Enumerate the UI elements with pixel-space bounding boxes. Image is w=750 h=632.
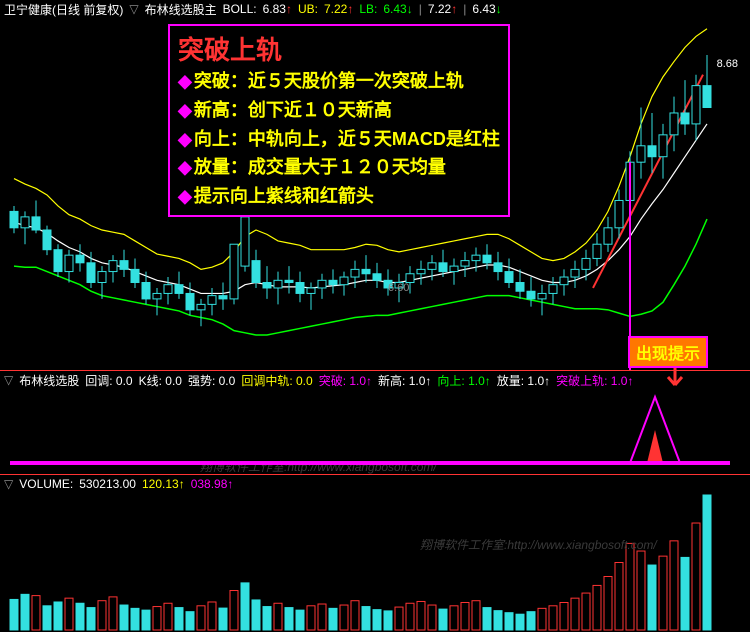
infobox-line: ◆提示向上紫线和红箭头 xyxy=(178,182,500,211)
volume-chart[interactable] xyxy=(0,475,750,632)
price-low-label: 6.60 xyxy=(388,282,409,294)
watermark-text: 翔博软件工作室:http://www.xiangbosoft.com/ xyxy=(420,536,657,553)
signal-item: 强势: 0.0 xyxy=(188,372,235,389)
signal-item: K线: 0.0 xyxy=(139,372,182,389)
infobox-title: 突破上轨 xyxy=(178,30,500,67)
strategy-infobox: 突破上轨◆突破：近５天股价第一次突破上轨◆新高：创下近１０天新高◆向上：中轨向上… xyxy=(168,24,510,217)
arrow-down-icon xyxy=(660,365,690,395)
signal-baseline xyxy=(10,461,730,465)
dropdown-icon[interactable]: ▽ xyxy=(4,373,13,387)
infobox-line: ◆向上：中轨向上，近５天MACD是红柱 xyxy=(178,125,500,154)
signal-callout: 出现提示 xyxy=(628,336,708,368)
signal-item: 回调中轨: 0.0 xyxy=(241,372,312,389)
signal-item: 回调: 0.0 xyxy=(85,372,132,389)
signal-item: 新高: 1.0↑ xyxy=(378,372,431,389)
infobox-line: ◆放量：成交量大于１２０天均量 xyxy=(178,153,500,182)
infobox-line: ◆突破：近５天股价第一次突破上轨 xyxy=(178,67,500,96)
chart-panel: 卫宁健康(日线 前复权) ▽ 布林线选股主 BOLL: 6.83↑ UB: 7.… xyxy=(0,0,750,370)
signal-item: 突破上轨: 1.0↑ xyxy=(556,372,633,389)
signal-name: 布林线选股 xyxy=(19,372,79,389)
signal-item: 向上: 1.0↑ xyxy=(437,372,490,389)
signal-item: 放量: 1.0↑ xyxy=(497,372,550,389)
infobox-line: ◆新高：创下近１０天新高 xyxy=(178,96,500,125)
signal-spike xyxy=(625,385,685,465)
signal-item: 突破: 1.0↑ xyxy=(319,372,372,389)
price-high-label: 8.68 xyxy=(717,58,738,70)
